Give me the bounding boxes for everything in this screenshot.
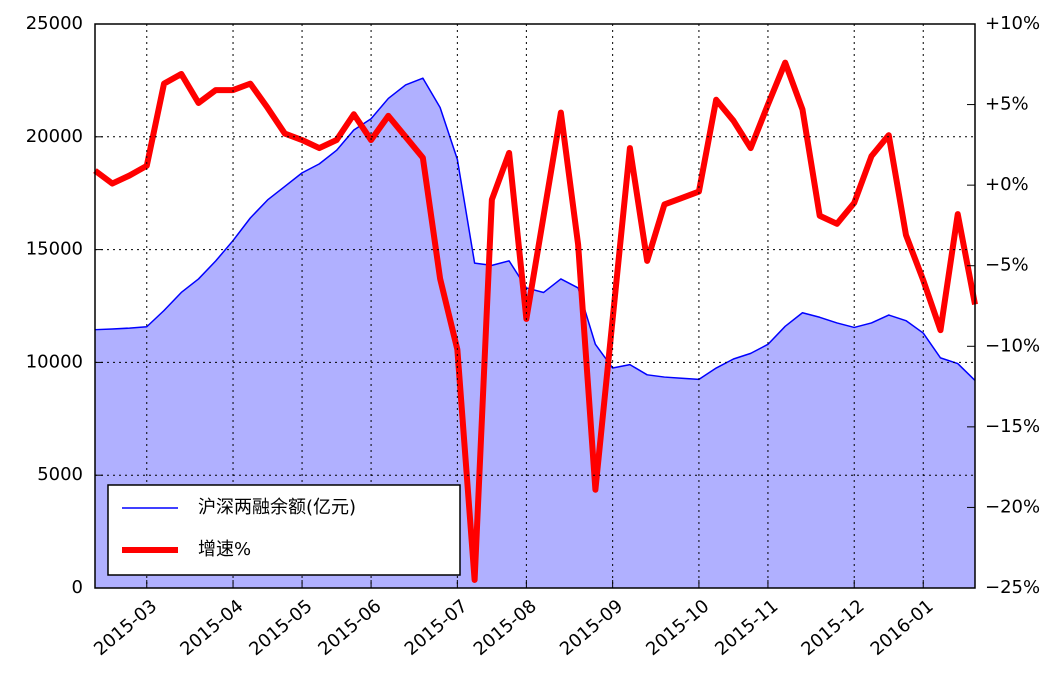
x-tick-label: 2015-09 [556, 596, 627, 660]
y-tick-label: 5000 [37, 464, 83, 485]
y2-tick-label: −10% [985, 335, 1040, 356]
x-tick-label: 2016-01 [867, 596, 938, 660]
x-tick-label: 2015-07 [401, 596, 472, 660]
x-tick-label: 2015-03 [90, 596, 161, 660]
series-line [94, 77, 976, 381]
y2-tick-label: −15% [985, 416, 1040, 437]
area-fill [95, 78, 975, 589]
y2-tick-label: +5% [985, 94, 1029, 115]
y2-tick-label: −25% [985, 577, 1040, 598]
y2-tick-label: +10% [985, 13, 1040, 34]
legend-label: 增速% [198, 539, 251, 560]
legend-label: 沪深两融余额(亿元) [198, 497, 356, 518]
x-tick-label: 2015-04 [176, 596, 247, 660]
x-tick-label: 2015-08 [470, 596, 541, 660]
y2-tick-label: −5% [985, 255, 1029, 276]
x-tick-label: 2015-06 [314, 596, 385, 660]
series-line [93, 59, 978, 583]
legend-box [107, 484, 461, 576]
y-tick-label: 25000 [26, 13, 83, 34]
x-tick-label: 2015-10 [642, 596, 713, 660]
legend: 沪深两融余额(亿元) 增速% [107, 484, 461, 576]
plot-frame [94, 23, 976, 589]
x-tick-label: 2015-05 [245, 596, 316, 660]
x-tick-label: 2015-12 [798, 596, 869, 660]
x-tick-label: 2015-11 [711, 596, 782, 660]
y-tick-label: 15000 [26, 239, 83, 260]
y2-tick-label: +0% [985, 174, 1029, 195]
y-tick-label: 0 [72, 577, 83, 598]
y2-tick-label: −20% [985, 496, 1040, 517]
y-tick-label: 10000 [26, 351, 83, 372]
y-tick-label: 20000 [26, 126, 83, 147]
